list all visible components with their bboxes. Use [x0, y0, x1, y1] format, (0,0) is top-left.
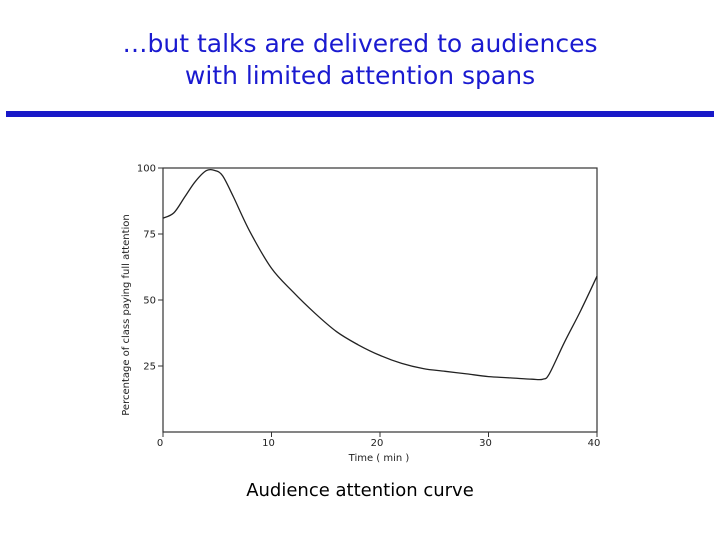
x-tick-label: 20	[371, 438, 384, 449]
y-tick-label: 25	[143, 362, 156, 373]
plot-frame	[162, 167, 598, 433]
attention-series-line	[162, 168, 598, 381]
y-tick-label: 100	[137, 164, 156, 175]
chart-caption: Audience attention curve	[246, 480, 474, 501]
slide-title-line-1: …but talks are delivered to audiences	[122, 29, 598, 58]
x-tick-label: 0	[157, 438, 163, 449]
y-tick-label: 50	[143, 296, 156, 307]
y-axis-label: Percentage of class paying full attentio…	[121, 214, 132, 416]
x-tick-label: 10	[262, 438, 275, 449]
x-axis-label: Time ( min )	[348, 453, 410, 464]
x-tick-label: 30	[479, 438, 492, 449]
y-tick-label: 75	[143, 230, 156, 241]
slide-title-line-2: with limited attention spans	[184, 61, 536, 90]
slide-title: …but talks are delivered to audiences wi…	[0, 28, 720, 92]
title-divider	[6, 111, 714, 117]
x-tick-label: 40	[588, 438, 601, 449]
